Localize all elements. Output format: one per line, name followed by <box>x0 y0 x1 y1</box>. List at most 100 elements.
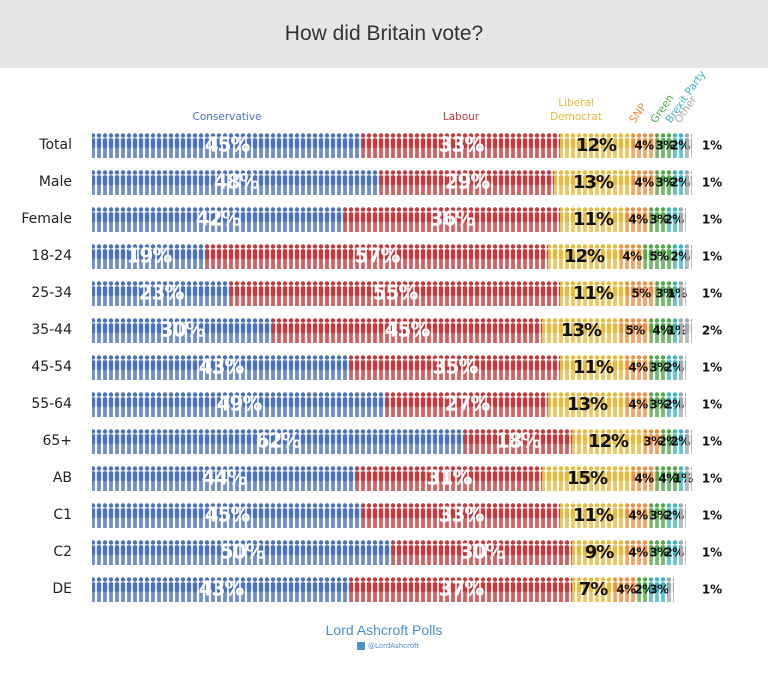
value-label: 1% <box>702 213 722 227</box>
bar-segment <box>680 354 686 380</box>
bar-segment <box>92 280 230 306</box>
bar-segment <box>614 576 638 602</box>
bar-segment <box>644 428 662 454</box>
bar-segment <box>656 132 674 158</box>
value-label: 4% <box>634 472 654 486</box>
value-label: 4% <box>622 250 642 264</box>
value-label: 1% <box>702 435 722 449</box>
value-label: 4% <box>628 509 648 523</box>
bar-segment <box>650 317 674 343</box>
legend-entry: Conservative <box>192 111 262 123</box>
handle: @LordAshcroft <box>368 642 420 650</box>
value-label: 15% <box>567 468 608 489</box>
value-label: 2% <box>670 435 690 449</box>
bar-segment <box>656 169 674 195</box>
bar-segment <box>230 280 560 306</box>
bar-segment <box>650 539 668 565</box>
bar-segment <box>572 539 626 565</box>
bar-segment <box>206 243 548 269</box>
value-label: 55% <box>373 281 419 305</box>
bar-segment <box>686 243 692 269</box>
value-label: 4% <box>634 139 654 153</box>
bar-segment <box>686 428 692 454</box>
bar-segment <box>632 169 656 195</box>
value-label: 43% <box>199 577 245 601</box>
value-label: 3% <box>649 583 669 597</box>
row-label: C1 <box>53 507 72 523</box>
bar-segment <box>554 169 632 195</box>
value-label: 3% <box>649 361 669 375</box>
value-label: 11% <box>573 283 614 304</box>
value-label: 3% <box>649 213 669 227</box>
value-label: 62% <box>256 429 302 453</box>
row-label: Total <box>38 137 72 153</box>
row-label: AB <box>53 470 72 486</box>
bar-segment <box>632 465 656 491</box>
value-label: 18% <box>496 429 542 453</box>
bar-segment <box>632 132 656 158</box>
row-label: DE <box>52 581 72 597</box>
bar-segment <box>650 391 668 417</box>
bar-segment <box>668 391 680 417</box>
value-label: 23% <box>139 281 185 305</box>
value-label: 1% <box>702 509 722 523</box>
row-label: Male <box>39 174 72 190</box>
bar-segment <box>680 465 686 491</box>
value-label: 48% <box>214 170 260 194</box>
bar-segment <box>680 317 692 343</box>
value-label: 33% <box>439 133 485 157</box>
bar-segment <box>560 280 626 306</box>
value-label: 2% <box>664 546 684 560</box>
value-label: 2% <box>664 398 684 412</box>
value-label: 4% <box>628 213 648 227</box>
value-label: 3% <box>649 398 669 412</box>
bar-segment <box>344 206 560 232</box>
value-label: 37% <box>439 577 485 601</box>
value-label: 4% <box>634 176 654 190</box>
value-label: 2% <box>664 361 684 375</box>
value-label: 3% <box>649 509 669 523</box>
bar-segment <box>92 391 386 417</box>
row-label: 55-64 <box>31 396 72 412</box>
value-label: 13% <box>573 172 614 193</box>
bar-segment <box>464 428 572 454</box>
value-label: 2% <box>670 176 690 190</box>
bar-segment <box>668 576 674 602</box>
value-label: 30% <box>160 318 206 342</box>
bar-segment <box>560 206 626 232</box>
bar-segment <box>626 206 650 232</box>
bar-segment <box>386 391 548 417</box>
value-label: 4% <box>658 472 678 486</box>
bar-segment <box>680 539 686 565</box>
bar-segment <box>674 280 680 306</box>
value-label: 50% <box>220 540 266 564</box>
bar-segment <box>560 132 632 158</box>
bar-segment <box>668 206 680 232</box>
value-label: 1% <box>702 472 722 486</box>
value-label: 5% <box>625 324 645 338</box>
bar-segment <box>668 354 680 380</box>
twitter-icon <box>357 642 365 650</box>
value-label: 2% <box>702 324 722 338</box>
value-label: 3% <box>643 435 663 449</box>
bar-segment <box>650 354 668 380</box>
bar-segment <box>620 317 650 343</box>
bar-segment <box>626 354 650 380</box>
value-label: 45% <box>205 133 251 157</box>
value-label: 4% <box>628 546 648 560</box>
value-label: 11% <box>573 357 614 378</box>
bar-segment <box>674 243 686 269</box>
bar-segment <box>620 243 644 269</box>
bar-segment <box>362 132 560 158</box>
bar-segment <box>626 502 650 528</box>
bar-segment <box>548 243 620 269</box>
bar-segment <box>626 539 650 565</box>
bar-segment <box>638 576 650 602</box>
bar-segment <box>92 539 392 565</box>
value-label: 2% <box>634 583 654 597</box>
bar-segment <box>650 502 668 528</box>
bar-segment <box>392 539 572 565</box>
bar-segment <box>362 502 560 528</box>
